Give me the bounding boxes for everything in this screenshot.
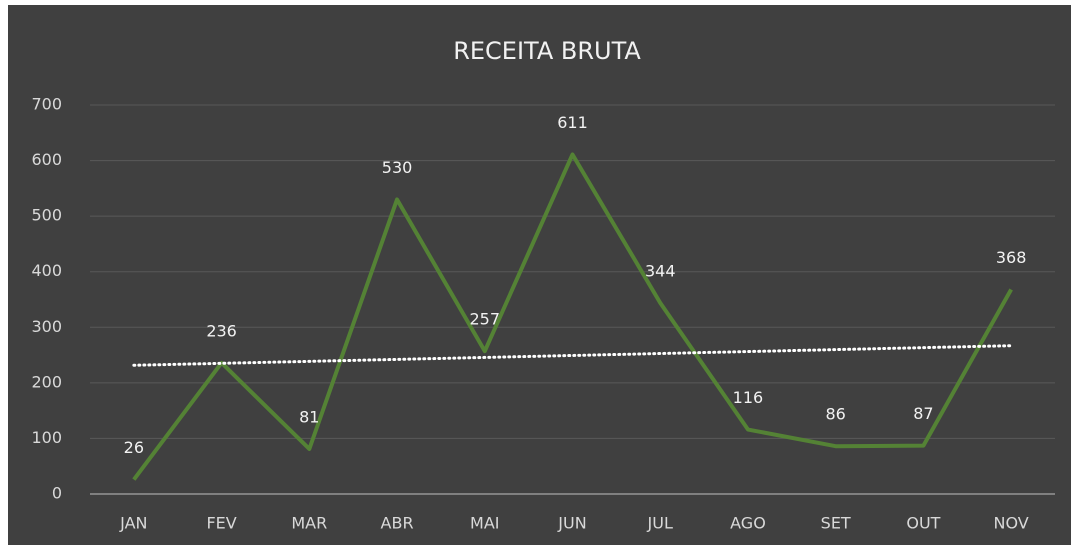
chart-background xyxy=(8,5,1071,545)
x-tick-label: MAR xyxy=(291,514,327,533)
data-label: 344 xyxy=(645,261,676,280)
x-tick-label: OUT xyxy=(906,514,940,533)
y-tick-label: 100 xyxy=(31,428,62,447)
series-line xyxy=(132,152,1013,481)
x-tick-label: MAI xyxy=(470,514,499,533)
x-tick-label: SET xyxy=(821,514,851,533)
data-label: 26 xyxy=(124,438,144,457)
y-tick-label: 600 xyxy=(31,150,62,169)
data-label: 530 xyxy=(382,158,413,177)
data-label: 236 xyxy=(206,321,237,340)
y-tick-label: 700 xyxy=(31,95,62,114)
data-label: 368 xyxy=(996,248,1027,267)
x-tick-label: JUN xyxy=(557,514,586,533)
y-tick-label: 0 xyxy=(52,484,62,503)
x-tick-label: JUL xyxy=(647,514,673,533)
trendline xyxy=(132,344,1013,367)
data-label: 257 xyxy=(469,310,500,329)
data-label: 81 xyxy=(299,407,319,426)
data-label: 86 xyxy=(826,405,846,424)
y-tick-label: 300 xyxy=(31,317,62,336)
x-tick-label: JAN xyxy=(119,514,147,533)
chart-title: RECEITA BRUTA xyxy=(453,37,641,65)
data-label: 611 xyxy=(557,113,588,132)
data-label: 87 xyxy=(913,404,933,423)
data-label: 116 xyxy=(733,388,764,407)
x-tick-label: ABR xyxy=(381,514,414,533)
y-tick-label: 200 xyxy=(31,372,62,391)
x-tick-label: AGO xyxy=(730,514,766,533)
y-tick-label: 400 xyxy=(31,261,62,280)
x-tick-label: FEV xyxy=(206,514,236,533)
x-tick-label: NOV xyxy=(994,514,1029,533)
y-tick-label: 500 xyxy=(31,206,62,225)
